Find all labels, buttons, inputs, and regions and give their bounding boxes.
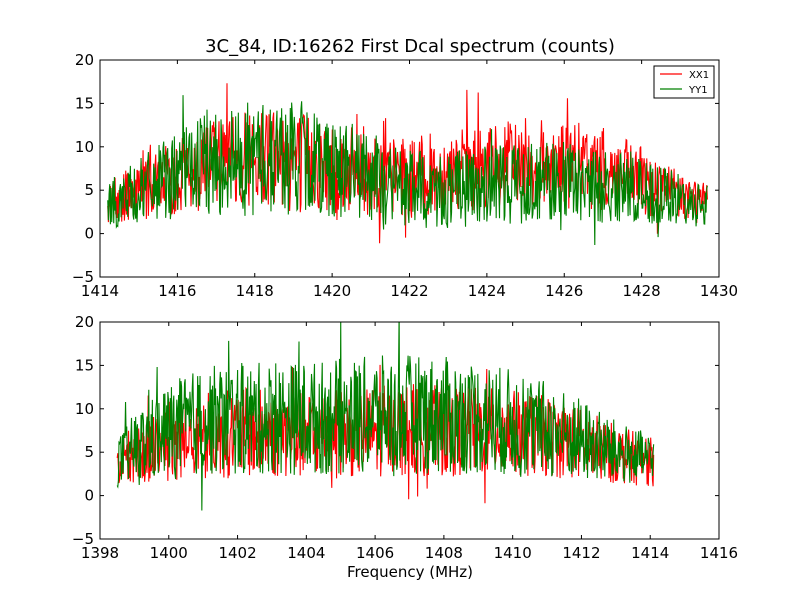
x-tick-label: 1420 xyxy=(313,282,351,300)
x-tick-label: 1418 xyxy=(236,282,274,300)
series-line-s1 xyxy=(116,322,655,511)
x-tick-label: 1404 xyxy=(287,544,325,562)
y-tick-label: 15 xyxy=(75,94,94,112)
axes-frame xyxy=(99,321,720,540)
x-axis-label: Frequency (MHz) xyxy=(347,563,473,581)
series-line-yy1 xyxy=(107,95,708,245)
y-tick-label: 10 xyxy=(75,138,94,156)
plot-area xyxy=(116,322,655,511)
x-tick-label: 1414 xyxy=(631,544,669,562)
x-tick-label: 1408 xyxy=(425,544,463,562)
y-tick-label: 10 xyxy=(75,400,94,418)
x-tick-label: 1416 xyxy=(158,282,196,300)
x-tick-label: 1402 xyxy=(218,544,256,562)
legend-box xyxy=(653,65,715,99)
x-tick-label: 1398 xyxy=(81,544,119,562)
legend: XX1 YY1 xyxy=(653,65,715,99)
x-tick-label: 1428 xyxy=(623,282,661,300)
top-panel: 1414 1416 1418 1420 1422 1424 1426 1428 1430 20 15… xyxy=(72,51,738,300)
x-tick-label: 1410 xyxy=(494,544,532,562)
y-tick-label: −5 xyxy=(72,530,94,548)
y-tick-label: 5 xyxy=(84,181,94,199)
bottom-panel: 1398 1400 1402 1404 1406 1408 1410 1412 1414 1416… xyxy=(72,313,738,562)
x-tick-label: 1416 xyxy=(700,544,738,562)
x-tick-label: 1400 xyxy=(150,544,188,562)
x-tick-label: 1426 xyxy=(545,282,583,300)
y-tick-label: 0 xyxy=(84,487,94,505)
x-tick-label: 1412 xyxy=(562,544,600,562)
x-tick-label: 1424 xyxy=(468,282,506,300)
legend-label-xx1: XX1 xyxy=(689,70,709,81)
y-tick-label: 15 xyxy=(75,356,94,374)
legend-label-yy1: YY1 xyxy=(688,85,708,96)
x-tick-label: 1422 xyxy=(390,282,428,300)
y-tick-label: −5 xyxy=(72,268,94,286)
y-tick-label: 20 xyxy=(75,313,94,331)
y-tick-label: 0 xyxy=(84,225,94,243)
x-tick-label: 1406 xyxy=(356,544,394,562)
plot-area xyxy=(107,83,708,245)
chart-title: 3C_84, ID:16262 First Dcal spectrum (cou… xyxy=(205,36,615,57)
y-tick-label: 20 xyxy=(75,51,94,69)
x-tick-label: 1430 xyxy=(700,282,738,300)
y-tick-label: 5 xyxy=(84,443,94,461)
x-tick-label: 1414 xyxy=(81,282,119,300)
